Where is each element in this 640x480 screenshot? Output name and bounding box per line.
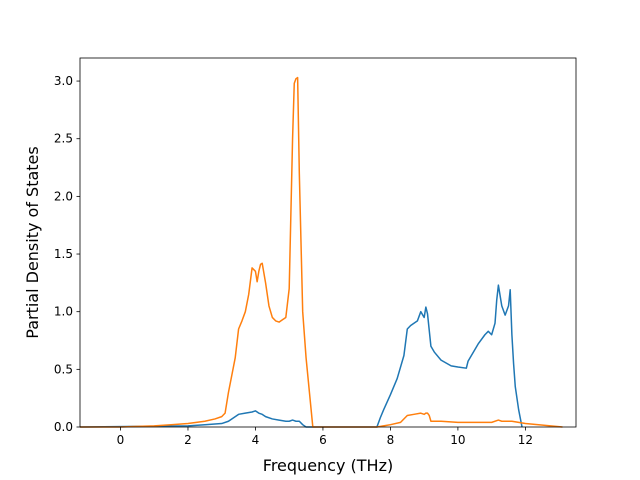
y-tick-label: 2.0 bbox=[54, 189, 73, 203]
x-tick-label: 4 bbox=[252, 433, 260, 447]
plot-frame bbox=[79, 57, 577, 428]
x-axis-ticks: 0 2 4 6 8 10 12 bbox=[117, 427, 533, 447]
series-line-2 bbox=[80, 76, 563, 428]
y-tick-label: 1.0 bbox=[54, 305, 73, 319]
plot-lines bbox=[79, 76, 563, 428]
x-tick-label: 8 bbox=[387, 433, 395, 447]
x-axis-label: Frequency (THz) bbox=[263, 456, 393, 475]
x-tick-label: 10 bbox=[450, 433, 465, 447]
y-tick-label: 0.5 bbox=[54, 362, 73, 376]
y-tick-label: 1.5 bbox=[54, 247, 73, 261]
y-axis-label: Partial Density of States bbox=[23, 146, 42, 338]
x-tick-label: 0 bbox=[117, 433, 125, 447]
y-tick-label: 3.0 bbox=[54, 74, 73, 88]
series-line-1 bbox=[79, 284, 523, 428]
y-axis-ticks: 0.0 0.5 1.0 1.5 2.0 2.5 3.0 bbox=[54, 74, 80, 434]
x-tick-label: 12 bbox=[518, 433, 533, 447]
x-tick-label: 2 bbox=[184, 433, 192, 447]
y-tick-label: 2.5 bbox=[54, 132, 73, 146]
x-tick-label: 6 bbox=[319, 433, 327, 447]
y-tick-label: 0.0 bbox=[54, 420, 73, 434]
